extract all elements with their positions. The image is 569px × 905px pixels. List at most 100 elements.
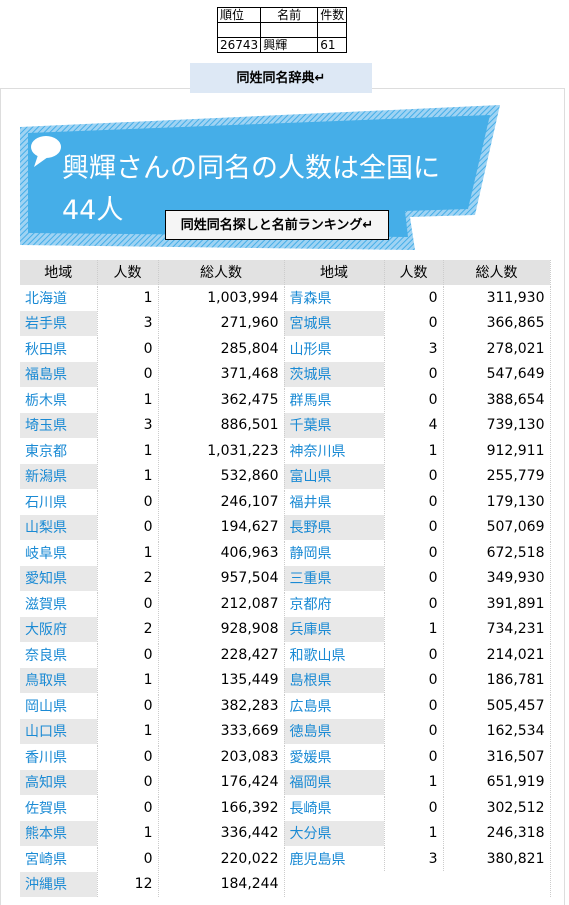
header-cell: 人数 <box>97 260 159 286</box>
region-link[interactable]: 沖縄県 <box>20 871 98 898</box>
total: 1,003,994 <box>158 285 285 311</box>
region-link[interactable]: 京都府 <box>284 591 385 617</box>
cell: 61 <box>317 37 348 53</box>
region-link[interactable]: 山口県 <box>20 718 98 745</box>
region-link[interactable]: 広島県 <box>284 693 385 719</box>
region-link[interactable]: 神奈川県 <box>284 438 385 464</box>
count: 0 <box>97 591 159 617</box>
total: 179,130 <box>443 489 551 515</box>
count: 0 <box>384 565 444 592</box>
cell: 名前 <box>260 7 319 23</box>
region-link[interactable]: 徳島県 <box>284 718 385 745</box>
region-link[interactable]: 福島県 <box>20 361 98 388</box>
header-cell: 総人数 <box>443 260 551 286</box>
region-link[interactable]: 鹿児島県 <box>284 846 385 872</box>
region-link[interactable]: 長野県 <box>284 514 385 541</box>
region-link[interactable]: 茨城県 <box>284 361 385 388</box>
cell: 順位 <box>216 7 262 23</box>
total: 220,022 <box>158 846 285 872</box>
total: 302,512 <box>443 795 551 821</box>
count: 4 <box>384 412 444 439</box>
region-link[interactable]: 静岡県 <box>284 540 385 566</box>
total: 886,501 <box>158 412 285 439</box>
region-link[interactable]: 三重県 <box>284 565 385 592</box>
row: 秋田県 0 285,804 山形県 3 278,021 <box>20 336 551 362</box>
count: 0 <box>97 744 159 770</box>
row: 大阪府 2 928,908 兵庫県 1 734,231 <box>20 616 551 643</box>
region-link[interactable]: 山形県 <box>284 336 385 362</box>
count: 0 <box>384 718 444 745</box>
total: 406,963 <box>158 540 285 566</box>
region-link[interactable]: 富山県 <box>284 463 385 490</box>
count: 0 <box>384 387 444 413</box>
region-link[interactable]: 兵庫県 <box>284 616 385 643</box>
count: 12 <box>97 871 159 898</box>
region-link[interactable]: 青森県 <box>284 285 385 311</box>
row: 石川県 0 246,107 福井県 0 179,130 <box>20 489 551 515</box>
region-link[interactable]: 愛知県 <box>20 565 98 592</box>
count: 0 <box>97 846 159 872</box>
total: 184,244 <box>158 871 285 898</box>
region-link[interactable]: 秋田県 <box>20 336 98 362</box>
row: 山口県 1 333,669 徳島県 0 162,534 <box>20 718 551 745</box>
row: 沖縄県 12 184,244 <box>20 871 551 898</box>
ranking-button[interactable]: 同姓同名探しと名前ランキング↵ <box>165 210 389 240</box>
total: 285,804 <box>158 336 285 362</box>
count: 1 <box>97 285 159 311</box>
region-link[interactable]: 山梨県 <box>20 514 98 541</box>
row: 滋賀県 0 212,087 京都府 0 391,891 <box>20 591 551 617</box>
region-link[interactable]: 大分県 <box>284 820 385 847</box>
total: 505,457 <box>443 693 551 719</box>
count: 0 <box>384 285 444 311</box>
row: 東京都 1 1,031,223 神奈川県 1 912,911 <box>20 438 551 464</box>
count: 3 <box>97 412 159 439</box>
site-title[interactable]: 同姓同名辞典↵ <box>190 63 372 93</box>
region-link[interactable]: 福岡県 <box>284 769 385 796</box>
region-link[interactable]: 島根県 <box>284 667 385 694</box>
total: 366,865 <box>443 310 551 337</box>
region-link[interactable]: 岡山県 <box>20 693 98 719</box>
row: 高知県 0 176,424 福岡県 1 651,919 <box>20 769 551 796</box>
region-link[interactable]: 北海道 <box>20 285 98 311</box>
total: 547,649 <box>443 361 551 388</box>
region-link[interactable]: 和歌山県 <box>284 642 385 668</box>
total: 532,860 <box>158 463 285 490</box>
region-link[interactable]: 岩手県 <box>20 310 98 337</box>
total: 176,424 <box>158 769 285 796</box>
total: 212,087 <box>158 591 285 617</box>
region-link[interactable]: 奈良県 <box>20 642 98 668</box>
count: 1 <box>384 438 444 464</box>
region-link[interactable]: 鳥取県 <box>20 667 98 694</box>
region-link[interactable]: 岐阜県 <box>20 540 98 566</box>
banner-title: 興輝さんの同名の人数は全国に44人 <box>62 153 440 226</box>
region-link[interactable]: 埼玉県 <box>20 412 98 439</box>
total: 507,069 <box>443 514 551 541</box>
region-link[interactable]: 大阪府 <box>20 616 98 643</box>
region-link[interactable]: 佐賀県 <box>20 795 98 821</box>
cell <box>216 22 262 38</box>
region-link[interactable]: 愛媛県 <box>284 744 385 770</box>
region-link[interactable]: 石川県 <box>20 489 98 515</box>
region-link[interactable]: 高知県 <box>20 769 98 796</box>
cell <box>260 22 319 38</box>
row: 新潟県 1 532,860 富山県 0 255,779 <box>20 463 551 490</box>
region-link[interactable]: 新潟県 <box>20 463 98 490</box>
region-link[interactable]: 群馬県 <box>284 387 385 413</box>
row: 福島県 0 371,468 茨城県 0 547,649 <box>20 361 551 388</box>
count: 1 <box>97 820 159 847</box>
region-link[interactable]: 栃木県 <box>20 387 98 413</box>
count: 1 <box>384 769 444 796</box>
region-link[interactable]: 宮城県 <box>284 310 385 337</box>
region-link[interactable]: 熊本県 <box>20 820 98 847</box>
total: 246,318 <box>443 820 551 847</box>
region-link[interactable]: 長崎県 <box>284 795 385 821</box>
count: 3 <box>384 336 444 362</box>
region-link[interactable]: 宮崎県 <box>20 846 98 872</box>
region-link[interactable]: 福井県 <box>284 489 385 515</box>
rank-table: 順位 名前 件数 26743 興輝 61 <box>216 7 348 53</box>
region-link[interactable]: 東京都 <box>20 438 98 464</box>
region-link[interactable]: 千葉県 <box>284 412 385 439</box>
region-link[interactable]: 滋賀県 <box>20 591 98 617</box>
row: 岩手県 3 271,960 宮城県 0 366,865 <box>20 310 551 337</box>
region-link[interactable]: 香川県 <box>20 744 98 770</box>
